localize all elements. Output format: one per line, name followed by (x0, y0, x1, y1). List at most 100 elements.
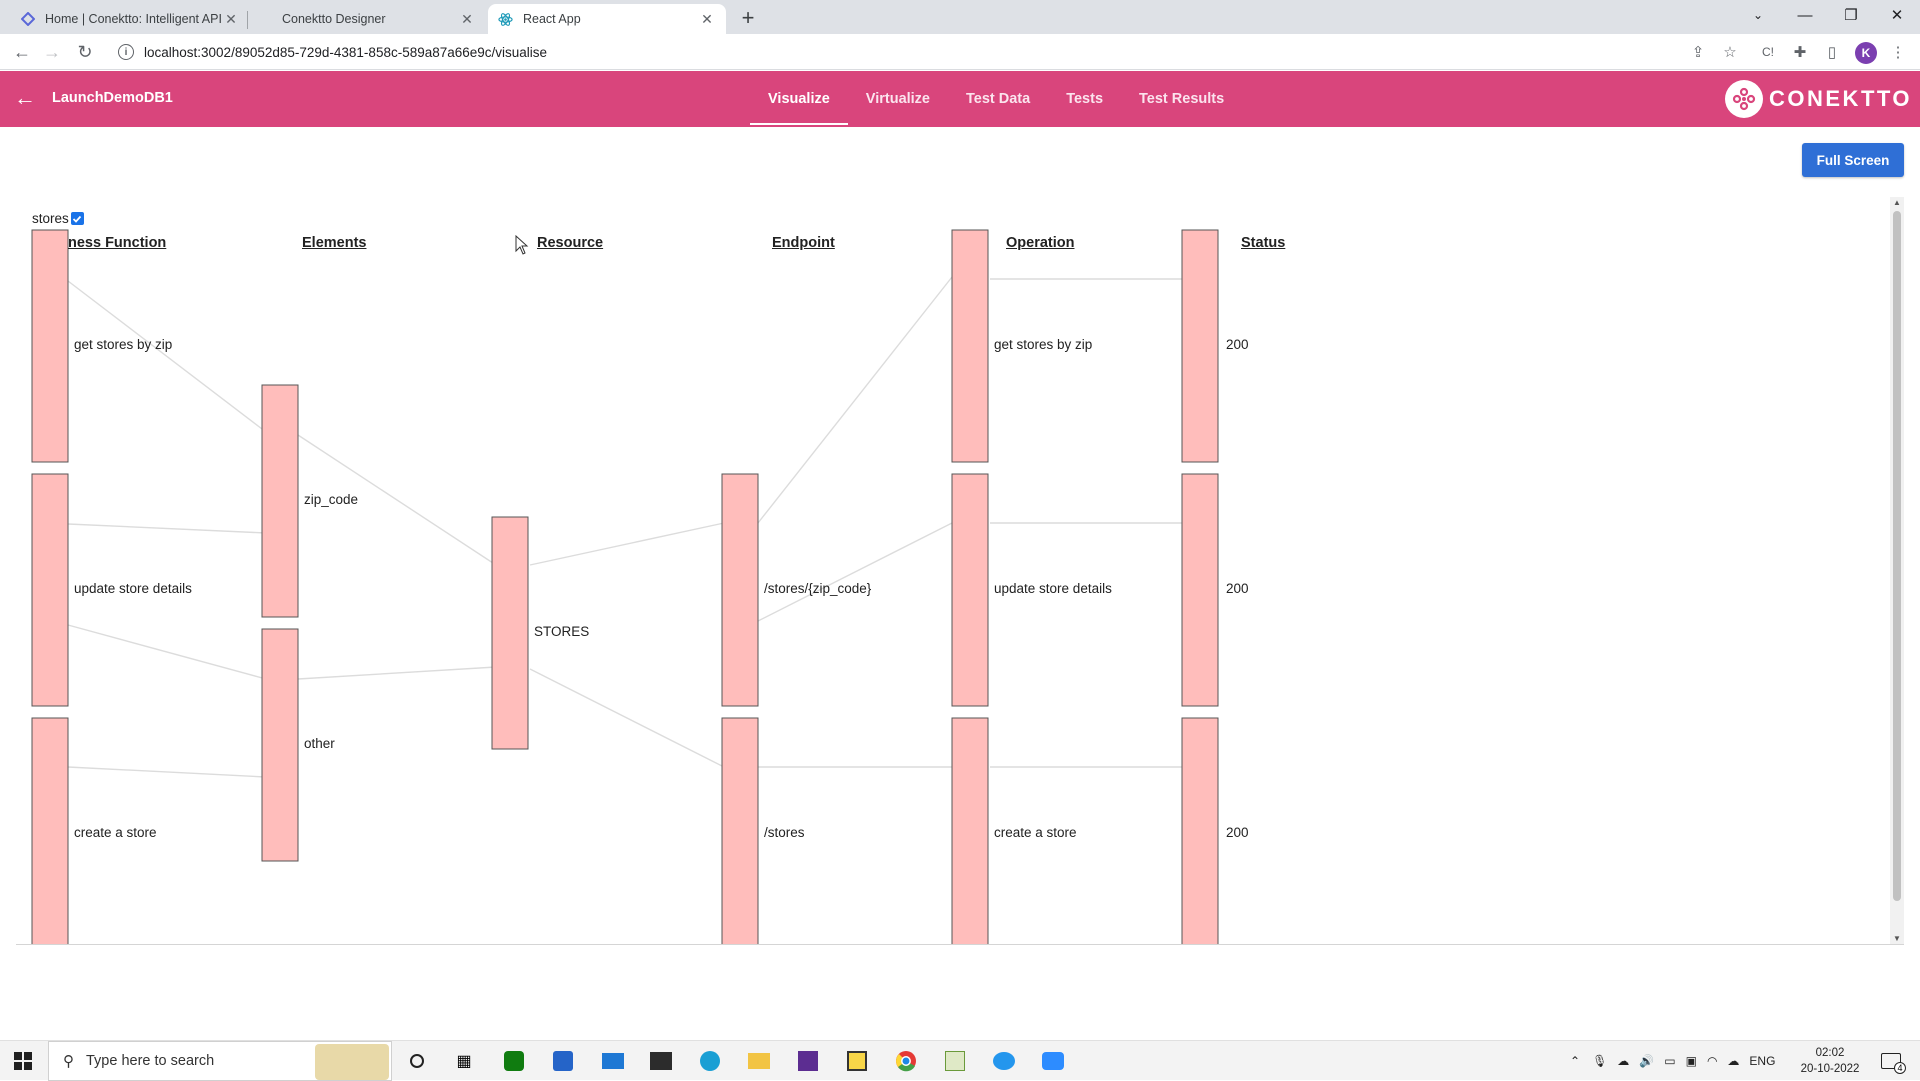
operation-node[interactable] (951, 473, 989, 707)
status-node[interactable] (1181, 717, 1219, 945)
operation-node[interactable] (951, 229, 989, 463)
visualization-graph (31, 229, 1219, 945)
tab-home-conektto[interactable]: Home | Conektto: Intelligent API ✕ (10, 4, 250, 34)
tab-title: React App (523, 12, 581, 26)
full-screen-button[interactable]: Full Screen (1802, 143, 1904, 177)
tab-test-results[interactable]: Test Results (1139, 91, 1225, 107)
search-icon: ⚲ (63, 1053, 74, 1070)
element-node[interactable] (261, 628, 299, 862)
device-icon[interactable]: ▣ (1685, 1054, 1697, 1068)
mouse-cursor-icon (515, 235, 529, 255)
file-explorer-icon[interactable] (744, 1047, 774, 1075)
microphone-icon[interactable]: 🎙 (1592, 1054, 1608, 1068)
tab-test-data[interactable]: Test Data (966, 91, 1031, 107)
column-header-operation: Operation (1006, 235, 1075, 251)
status-node[interactable] (1181, 229, 1219, 463)
side-panel-icon[interactable]: ▯ (1827, 44, 1837, 61)
restore-icon[interactable]: ❐ (1844, 7, 1858, 24)
excel-chart-icon[interactable] (940, 1047, 970, 1075)
notification-center-icon[interactable]: 4 (1876, 1047, 1906, 1075)
business-function-node[interactable] (31, 473, 69, 707)
column-header-status: Status (1241, 235, 1286, 251)
terminal-icon[interactable] (646, 1047, 676, 1075)
network-icon[interactable]: ☁ (1617, 1054, 1630, 1068)
tab-react-app[interactable]: React App ✕ (488, 4, 726, 34)
browser-menu-icon[interactable]: ⋮ (1890, 44, 1906, 61)
new-tab-icon[interactable]: + (741, 5, 755, 30)
language-indicator[interactable]: ENG (1749, 1054, 1776, 1068)
onedrive-icon[interactable]: ☁ (1727, 1054, 1740, 1068)
vertical-scrollbar[interactable]: ▲ ▼ (1890, 197, 1904, 944)
reload-icon[interactable]: ↻ (77, 41, 93, 62)
tab-conektto-designer[interactable]: Conektto Designer ✕ (250, 4, 486, 34)
window-close-icon[interactable]: ✕ (1890, 7, 1904, 24)
puzzle-extensions-icon[interactable]: ✚ (1793, 44, 1807, 61)
wifi-icon[interactable]: ◠ (1706, 1054, 1718, 1068)
address-bar[interactable]: i localhost:3002/89052d85-729d-4381-858c… (110, 37, 1730, 67)
browser-toolbar: ← → ↻ i localhost:3002/89052d85-729d-438… (0, 34, 1920, 70)
site-info-icon[interactable]: i (118, 44, 134, 60)
volume-icon[interactable]: 🔊 (1639, 1054, 1655, 1068)
extension-icon[interactable]: C! (1762, 45, 1774, 59)
resource-label: STORES (534, 624, 590, 639)
project-name: LaunchDemoDB1 (52, 90, 173, 106)
status-label: 200 (1226, 825, 1249, 840)
back-arrow-icon[interactable]: ← (14, 85, 36, 110)
scrollbar-thumb[interactable] (1893, 211, 1901, 901)
stores-checkbox[interactable] (70, 212, 84, 225)
operation-label: update store details (994, 581, 1112, 596)
status-node[interactable] (1181, 473, 1219, 707)
stores-filter-label: stores (32, 211, 69, 226)
xbox-icon[interactable] (499, 1047, 529, 1075)
tab-search-chevron-icon[interactable]: ⌄ (1752, 8, 1764, 22)
tab-virtualize[interactable]: Virtualize (865, 91, 930, 107)
edge-icon[interactable] (695, 1047, 725, 1075)
forward-icon[interactable]: → (43, 41, 61, 62)
notification-count: 4 (1894, 1062, 1906, 1074)
react-favicon-icon (498, 12, 513, 27)
conektto-logo-icon (1725, 80, 1763, 118)
sticky-notes-icon[interactable] (842, 1047, 872, 1075)
clock-time: 02:02 (1815, 1047, 1845, 1059)
clock-date: 20-10-2022 (1800, 1063, 1860, 1075)
element-node[interactable] (261, 384, 299, 618)
tab-tests[interactable]: Tests (1066, 91, 1104, 107)
business-function-label: update store details (74, 581, 192, 596)
close-icon[interactable]: ✕ (225, 10, 237, 27)
share-icon[interactable]: ⇪ (1691, 44, 1705, 61)
business-function-node[interactable] (31, 229, 69, 463)
show-hidden-icons-icon[interactable]: ⌃ (1570, 1054, 1581, 1068)
column-header-business-function: ness Function (68, 235, 167, 251)
battery-icon[interactable]: ▭ (1664, 1054, 1676, 1068)
endpoint-node[interactable] (721, 473, 759, 707)
tab-visualize[interactable]: Visualize (750, 71, 848, 127)
stores-filter[interactable]: stores (32, 211, 84, 226)
tab-title: Conektto Designer (282, 12, 386, 26)
resource-node[interactable] (491, 516, 529, 750)
chrome-icon[interactable] (891, 1047, 921, 1075)
taskbar-search-box[interactable]: ⚲ Type here to search (48, 1041, 392, 1081)
visual-studio-icon[interactable] (793, 1047, 823, 1075)
docker-icon[interactable] (989, 1047, 1019, 1075)
store-icon[interactable] (548, 1047, 578, 1075)
close-icon[interactable]: ✕ (461, 10, 473, 27)
back-icon[interactable]: ← (13, 41, 31, 62)
zoom-icon[interactable] (1038, 1047, 1068, 1075)
url-text: localhost:3002/89052d85-729d-4381-858c-5… (144, 44, 548, 60)
minimize-icon[interactable]: — (1797, 6, 1813, 24)
bookmark-star-icon[interactable]: ☆ (1723, 44, 1737, 61)
mail-icon[interactable] (598, 1047, 628, 1075)
scroll-up-icon[interactable]: ▲ (1893, 198, 1901, 207)
status-label: 200 (1226, 337, 1249, 352)
close-icon[interactable]: ✕ (701, 10, 713, 27)
scroll-down-icon[interactable]: ▼ (1893, 934, 1901, 943)
windows-start-icon[interactable] (8, 1047, 38, 1075)
profile-avatar[interactable]: K (1855, 42, 1877, 64)
business-function-node[interactable] (31, 717, 69, 945)
taskbar-clock[interactable]: 02:02 20-10-2022 (1795, 1045, 1865, 1077)
task-view-icon[interactable]: ▦ (456, 1053, 472, 1070)
endpoint-node[interactable] (721, 717, 759, 945)
element-label: other (304, 736, 335, 751)
cortana-icon[interactable] (402, 1047, 432, 1075)
operation-node[interactable] (951, 717, 989, 945)
